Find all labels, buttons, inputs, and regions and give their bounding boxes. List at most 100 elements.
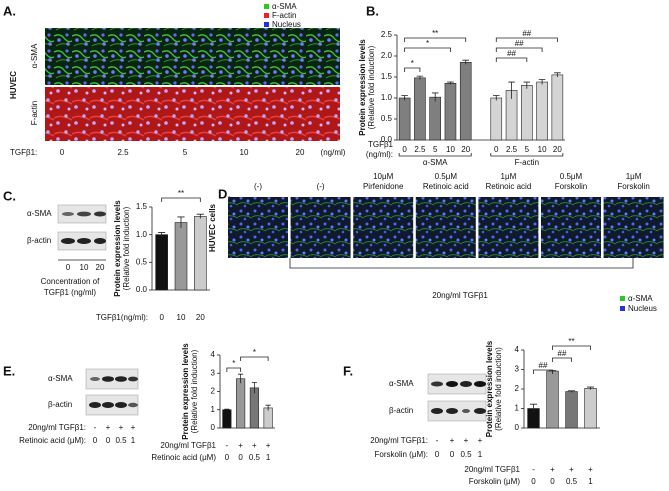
y-tick-label: 1 (515, 404, 520, 413)
x-tick-label: 2.5 (506, 145, 518, 154)
band (474, 381, 486, 387)
significance-label: ** (568, 337, 574, 346)
condition-label: 0.5μM (560, 172, 583, 181)
significance-label: * (426, 39, 429, 48)
x-row-value: + (550, 465, 555, 474)
legend-swatch (620, 296, 625, 301)
bar (521, 85, 533, 141)
group-bracket (490, 153, 564, 157)
bar (236, 378, 246, 429)
significance-bracket (404, 37, 467, 42)
y-tick-label: 1 (211, 405, 216, 414)
y-tick-label: 4 (211, 350, 216, 359)
x-tick-label: 0 (494, 145, 499, 154)
row-label: α-SMA (30, 43, 39, 68)
bar (546, 370, 559, 429)
treatment-label: 20ng/ml TGFβ1: (370, 436, 428, 445)
x-axis-label: TGFβ1 (368, 140, 394, 149)
panel-label: C. (3, 188, 16, 203)
micrograph (290, 197, 351, 258)
y-tick-label: 2 (211, 387, 216, 396)
caption: Concentration of (41, 277, 100, 286)
blot-label: β-actin (27, 236, 51, 245)
band (94, 238, 106, 244)
band (62, 212, 74, 216)
condition-label: 1μM (626, 172, 642, 181)
significance-label: ## (507, 49, 516, 58)
dose-label: 20 (296, 148, 305, 157)
x-tick-label: 5 (433, 145, 438, 154)
legend-label: Nucleus (628, 304, 657, 313)
treatment-value: + (464, 436, 469, 445)
band (89, 402, 101, 408)
error-bar (529, 403, 538, 413)
condition-label: 1μM (501, 172, 517, 181)
x-tick-label: 20 (553, 145, 562, 154)
dose-label: 2.5 (117, 148, 129, 157)
treatment-value: + (106, 423, 111, 432)
treatment-value: 0 (435, 450, 440, 459)
panel-label: F. (343, 363, 353, 378)
band (446, 408, 458, 414)
y-tick-label: 0 (515, 423, 520, 432)
band (128, 376, 138, 382)
blot-label: α-SMA (48, 374, 73, 383)
bar (444, 83, 457, 141)
error-bar (523, 81, 531, 89)
x-row-value: 0.5 (566, 477, 578, 486)
treatment-value: + (450, 436, 455, 445)
error-bar (158, 232, 166, 237)
band (460, 381, 472, 387)
significance-bracket (552, 345, 591, 350)
condition-label: Forskolin (555, 182, 587, 191)
significance-label: * (411, 59, 414, 68)
y-tick-label: 3 (211, 368, 216, 377)
error-bar (238, 373, 244, 384)
blot-label: α-SMA (27, 209, 52, 218)
significance-label: * (232, 359, 235, 368)
y-tick-label: 2.0 (381, 51, 393, 60)
y-tick-label: 2 (515, 384, 520, 393)
band (474, 408, 486, 414)
band (90, 377, 100, 381)
x-row-label: 20ng/ml TGFβ1 (464, 465, 520, 474)
treatment-value: + (478, 436, 483, 445)
y-axis-label: (Relative fold induction) (190, 349, 199, 433)
significance-bracket (495, 47, 543, 52)
x-row-value: 1 (588, 477, 593, 486)
x-tick-label: 20 (461, 145, 470, 154)
x-row-value: + (238, 441, 243, 450)
significance-label: * (253, 348, 256, 357)
significance-label: ** (432, 29, 438, 38)
bar (414, 77, 426, 141)
error-bar (265, 404, 271, 411)
x-tick-label: 10 (177, 313, 186, 322)
treatment-value: 0 (106, 436, 111, 445)
band (128, 402, 138, 408)
treatment-value: 1 (478, 450, 483, 459)
y-axis-label: (Relative fold induction) (122, 206, 131, 290)
legend-swatch (264, 13, 269, 18)
bar (194, 216, 207, 291)
treatment-value: 1 (131, 436, 136, 445)
bar (565, 391, 578, 429)
error-bar (177, 216, 185, 229)
legend-swatch (620, 306, 625, 311)
significance-bracket (226, 367, 242, 372)
x-row-value: 0 (238, 453, 243, 462)
significance-bracket (495, 37, 558, 42)
y-axis-label: Protein expression levels (113, 200, 122, 297)
row-label: F-actin (30, 101, 39, 125)
x-tick-label: 10 (446, 145, 455, 154)
micrograph (45, 87, 340, 141)
y-axis-label: (Relative fold induction) (367, 45, 376, 129)
micrograph (353, 197, 414, 258)
y-axis-label: Protein expression levels (181, 343, 190, 440)
x-tick-label: 2.5 (414, 145, 426, 154)
band (102, 376, 114, 382)
treatment-label: Retinoic acid (μM): (19, 436, 86, 445)
panel-label: E. (3, 363, 15, 378)
treatment-label: 20ng/ml TGFβ1: (28, 423, 86, 432)
y-tick-label: 4 (515, 345, 520, 354)
significance-bracket (404, 67, 421, 72)
